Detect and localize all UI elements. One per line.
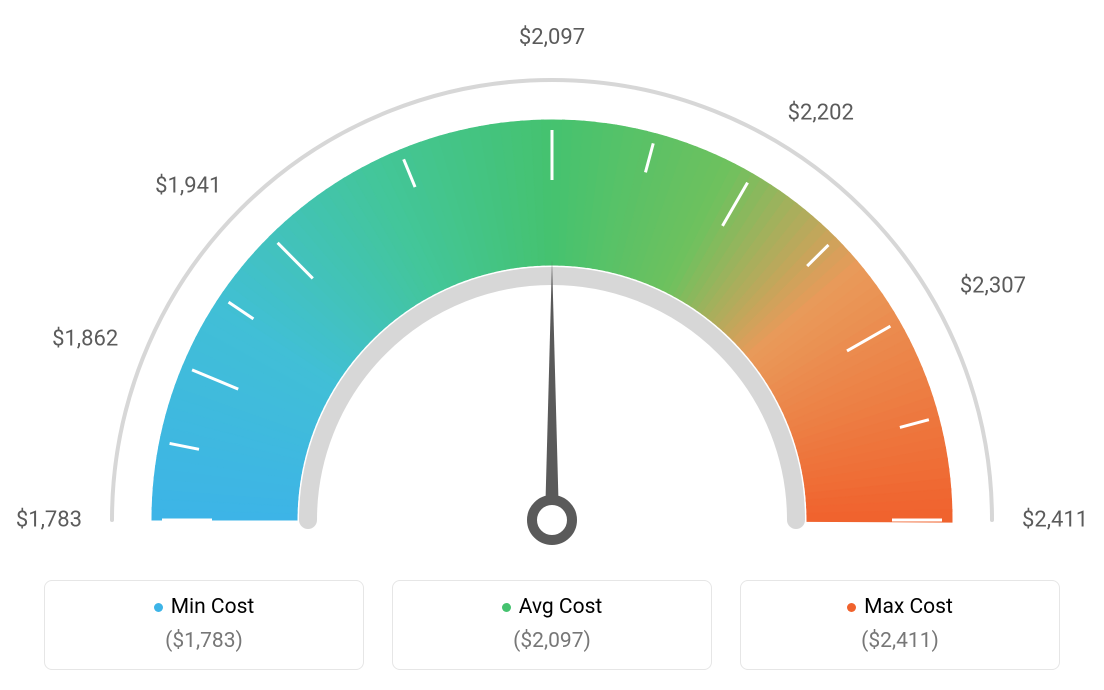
legend-title-label: Max Cost xyxy=(864,595,953,619)
legend-title-label: Avg Cost xyxy=(519,595,603,619)
gauge-tick-label: $2,097 xyxy=(519,25,585,50)
gauge-tick-label: $1,862 xyxy=(52,327,118,352)
legend-row: Min Cost ($1,783) Avg Cost ($2,097) Max … xyxy=(0,580,1104,670)
cost-gauge-infographic: $1,783 $1,862 $1,941 $2,097 $2,202 $2,307 $2,4… xyxy=(0,0,1104,690)
gauge-tick-label: $2,411 xyxy=(1022,508,1088,533)
legend-card-min: Min Cost ($1,783) xyxy=(44,580,364,670)
gauge-tick-label: $2,202 xyxy=(788,101,854,126)
legend-card-max: Max Cost ($2,411) xyxy=(740,580,1060,670)
gauge-tick-label: $2,307 xyxy=(960,274,1026,299)
legend-card-avg: Avg Cost ($2,097) xyxy=(392,580,712,670)
gauge-tick-label: $1,941 xyxy=(155,174,221,199)
gauge-tick-label: $1,783 xyxy=(16,508,82,533)
legend-value-avg: ($2,097) xyxy=(403,629,701,653)
gauge-chart: $1,783 $1,862 $1,941 $2,097 $2,202 $2,307 $2,4… xyxy=(0,0,1104,560)
legend-title-label: Min Cost xyxy=(171,595,255,619)
legend-value-min: ($1,783) xyxy=(55,629,353,653)
legend-title-avg: Avg Cost xyxy=(502,595,603,619)
dot-icon xyxy=(847,603,856,612)
gauge-svg xyxy=(0,0,1104,560)
dot-icon xyxy=(502,603,511,612)
dot-icon xyxy=(154,603,163,612)
legend-value-max: ($2,411) xyxy=(751,629,1049,653)
legend-title-min: Min Cost xyxy=(154,595,255,619)
legend-title-max: Max Cost xyxy=(847,595,953,619)
